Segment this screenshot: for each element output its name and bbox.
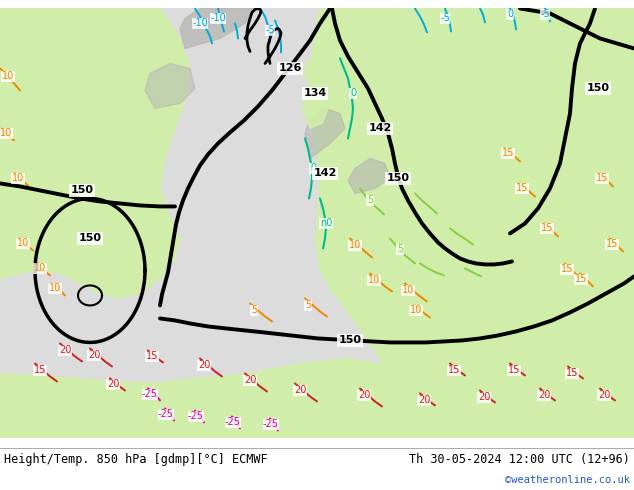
- Text: 20: 20: [358, 391, 370, 400]
- Text: 10: 10: [349, 241, 361, 250]
- Text: 15: 15: [448, 366, 460, 375]
- Text: 20: 20: [59, 345, 71, 355]
- Text: 150: 150: [79, 233, 101, 244]
- Text: 15: 15: [561, 265, 573, 274]
- Text: 5: 5: [305, 300, 311, 311]
- Text: -25: -25: [142, 390, 158, 399]
- Text: 0: 0: [310, 164, 316, 173]
- Text: 20: 20: [598, 391, 610, 400]
- Text: 150: 150: [339, 336, 361, 345]
- Text: 20: 20: [294, 386, 306, 395]
- Text: 15: 15: [34, 366, 46, 375]
- Text: 5: 5: [397, 245, 403, 254]
- Text: 10: 10: [49, 283, 61, 294]
- Text: 10: 10: [0, 128, 12, 139]
- Text: 20: 20: [198, 361, 210, 370]
- Polygon shape: [310, 8, 634, 439]
- Text: 10: 10: [402, 286, 414, 295]
- Text: 10: 10: [368, 275, 380, 286]
- Text: Th 30-05-2024 12:00 UTC (12+96): Th 30-05-2024 12:00 UTC (12+96): [409, 453, 630, 466]
- Text: -10: -10: [210, 13, 226, 24]
- Text: 20: 20: [107, 379, 119, 390]
- Text: 15: 15: [502, 148, 514, 158]
- Text: -25: -25: [188, 412, 204, 421]
- Text: 150: 150: [387, 173, 410, 183]
- Text: 5: 5: [251, 305, 257, 316]
- Text: 142: 142: [368, 123, 392, 133]
- Polygon shape: [145, 63, 195, 108]
- Polygon shape: [348, 158, 390, 194]
- Text: 15: 15: [516, 183, 528, 194]
- Text: 20: 20: [538, 391, 550, 400]
- Text: 10: 10: [410, 305, 422, 316]
- Text: 126: 126: [278, 63, 302, 74]
- Text: 15: 15: [566, 368, 578, 378]
- Text: 5: 5: [367, 196, 373, 205]
- Text: 10: 10: [34, 264, 46, 273]
- Text: -5: -5: [440, 13, 450, 24]
- Text: 10: 10: [17, 239, 29, 248]
- Polygon shape: [303, 58, 322, 83]
- Text: -5: -5: [540, 9, 550, 20]
- Polygon shape: [305, 108, 345, 158]
- Text: -25: -25: [225, 417, 241, 427]
- Text: -5: -5: [265, 25, 275, 35]
- Text: 20: 20: [418, 395, 430, 405]
- Text: -25: -25: [263, 419, 279, 429]
- Text: 10: 10: [12, 173, 24, 183]
- Text: Height/Temp. 850 hPa [gdmp][°C] ECMWF: Height/Temp. 850 hPa [gdmp][°C] ECMWF: [4, 453, 268, 466]
- Text: 20: 20: [244, 375, 256, 386]
- Text: 15: 15: [575, 274, 587, 284]
- Text: -10: -10: [192, 19, 208, 28]
- Text: 15: 15: [606, 240, 618, 249]
- Text: 142: 142: [313, 169, 337, 178]
- Text: 15: 15: [146, 351, 158, 362]
- Polygon shape: [0, 8, 190, 298]
- Text: 20: 20: [478, 392, 490, 402]
- Text: -25: -25: [158, 410, 174, 419]
- Text: 150: 150: [70, 185, 93, 196]
- Text: 15: 15: [541, 223, 553, 233]
- Text: ©weatheronline.co.uk: ©weatheronline.co.uk: [505, 475, 630, 485]
- Polygon shape: [0, 359, 634, 439]
- Text: 134: 134: [304, 88, 327, 98]
- Text: 15: 15: [508, 366, 520, 375]
- Polygon shape: [302, 88, 328, 128]
- Text: 0: 0: [507, 9, 513, 20]
- Polygon shape: [180, 8, 255, 49]
- Text: 10: 10: [2, 72, 14, 81]
- Text: 20: 20: [88, 350, 100, 361]
- Text: 15: 15: [596, 173, 608, 183]
- Text: 0: 0: [350, 88, 356, 98]
- Text: n0: n0: [320, 219, 332, 228]
- Text: 150: 150: [586, 83, 609, 94]
